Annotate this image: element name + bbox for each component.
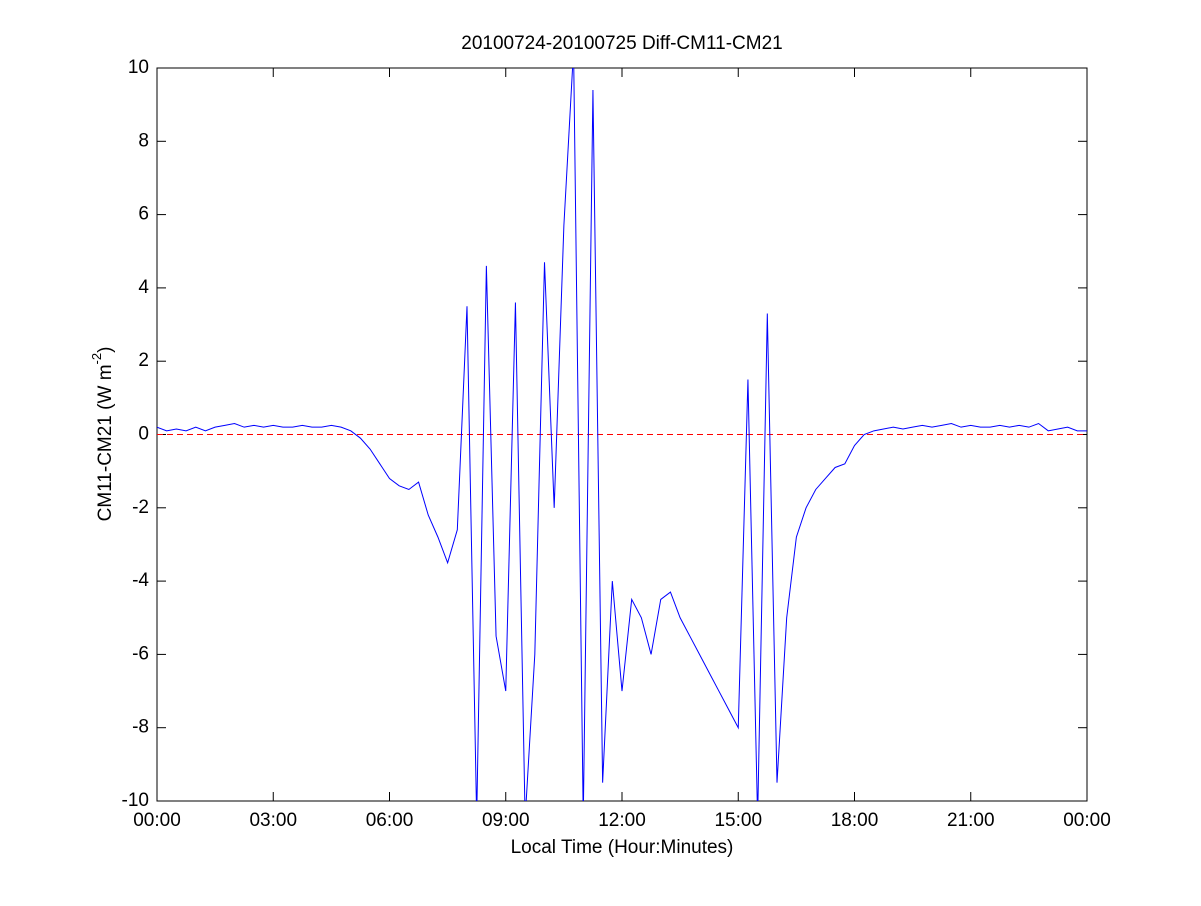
x-tick-label: 03:00 [249, 810, 297, 831]
x-axis-label: Local Time (Hour:Minutes) [511, 837, 734, 858]
y-label-tail: ) [95, 347, 116, 353]
x-tick-label: 12:00 [598, 810, 646, 831]
y-tick-label: 10 [128, 57, 149, 78]
y-tick-label: 4 [138, 277, 149, 298]
y-tick-label: 8 [138, 130, 149, 151]
data-line [157, 68, 1087, 801]
y-tick-label: -6 [132, 643, 149, 664]
x-tick-label: 06:00 [366, 810, 414, 831]
y-tick-label: -2 [132, 497, 149, 518]
x-tick-label: 18:00 [831, 810, 879, 831]
y-tick-label: 0 [138, 424, 149, 445]
y-label-sup: -2 [89, 353, 104, 365]
y-axis-label: CM11-CM21 (W m-2) [89, 347, 116, 522]
y-tick-label: 2 [138, 350, 149, 371]
y-tick-label: 6 [138, 204, 149, 225]
chart-title: 20100724-20100725 Diff-CM11-CM21 [461, 33, 782, 54]
x-tick-label: 00:00 [133, 810, 181, 831]
x-tick-label: 00:00 [1063, 810, 1111, 831]
x-tick-label: 15:00 [714, 810, 762, 831]
y-label-main: CM11-CM21 (W m [95, 364, 116, 521]
y-tick-label: -4 [132, 570, 149, 591]
y-tick-label: -8 [132, 717, 149, 738]
x-tick-label: 21:00 [947, 810, 995, 831]
x-tick-label: 09:00 [482, 810, 530, 831]
y-tick-label: -10 [122, 790, 149, 811]
